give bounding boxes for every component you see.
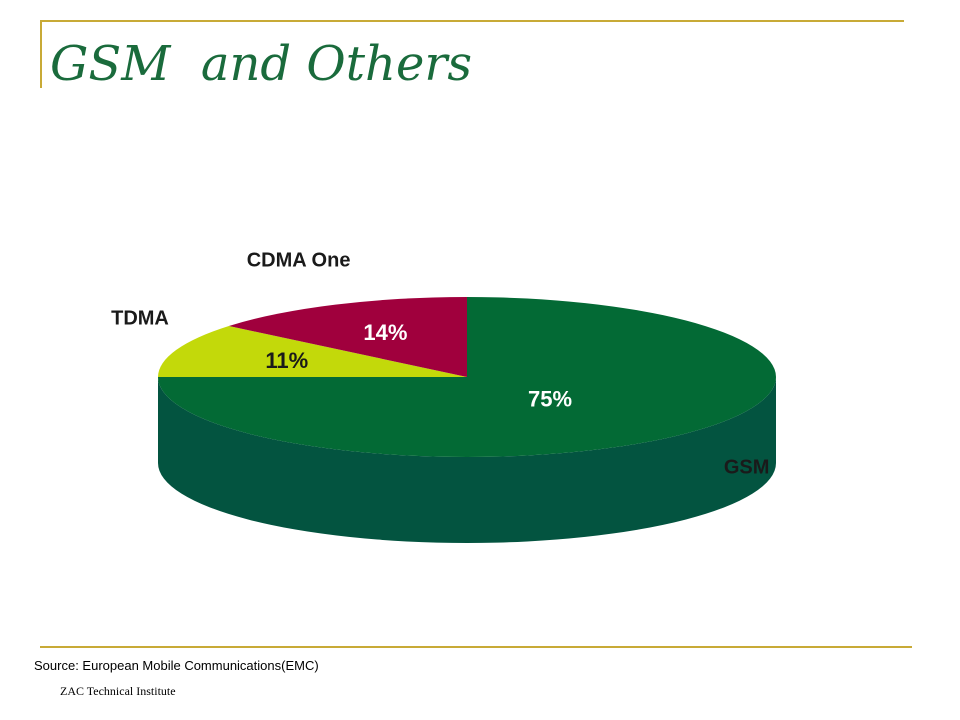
frame-left-line	[40, 20, 42, 88]
footer-institute: ZAC Technical Institute	[60, 684, 176, 698]
source-note: Source: European Mobile Communications(E…	[34, 658, 319, 673]
pie-sides	[158, 377, 776, 543]
pie-slice-cdma-one	[228, 297, 467, 377]
pie-slice-tdma	[158, 326, 467, 377]
frame-bottom-line	[40, 646, 912, 648]
slide-title: GSM and Others	[50, 36, 472, 92]
frame-top-line	[40, 20, 904, 22]
pie-tops	[158, 297, 776, 457]
value-label-gsm: 75%	[528, 387, 572, 412]
category-label-gsm: GSM	[724, 456, 770, 478]
pie-side-gsm	[158, 377, 776, 543]
pie-labels: 75% GSM 11% TDMA 14% CDMA One	[111, 249, 769, 478]
category-label-tdma: TDMA	[111, 307, 169, 329]
category-label-cdma-one: CDMA One	[247, 249, 351, 271]
value-label-tdma: 11%	[265, 348, 308, 373]
value-label-cdma-one: 14%	[363, 320, 407, 345]
